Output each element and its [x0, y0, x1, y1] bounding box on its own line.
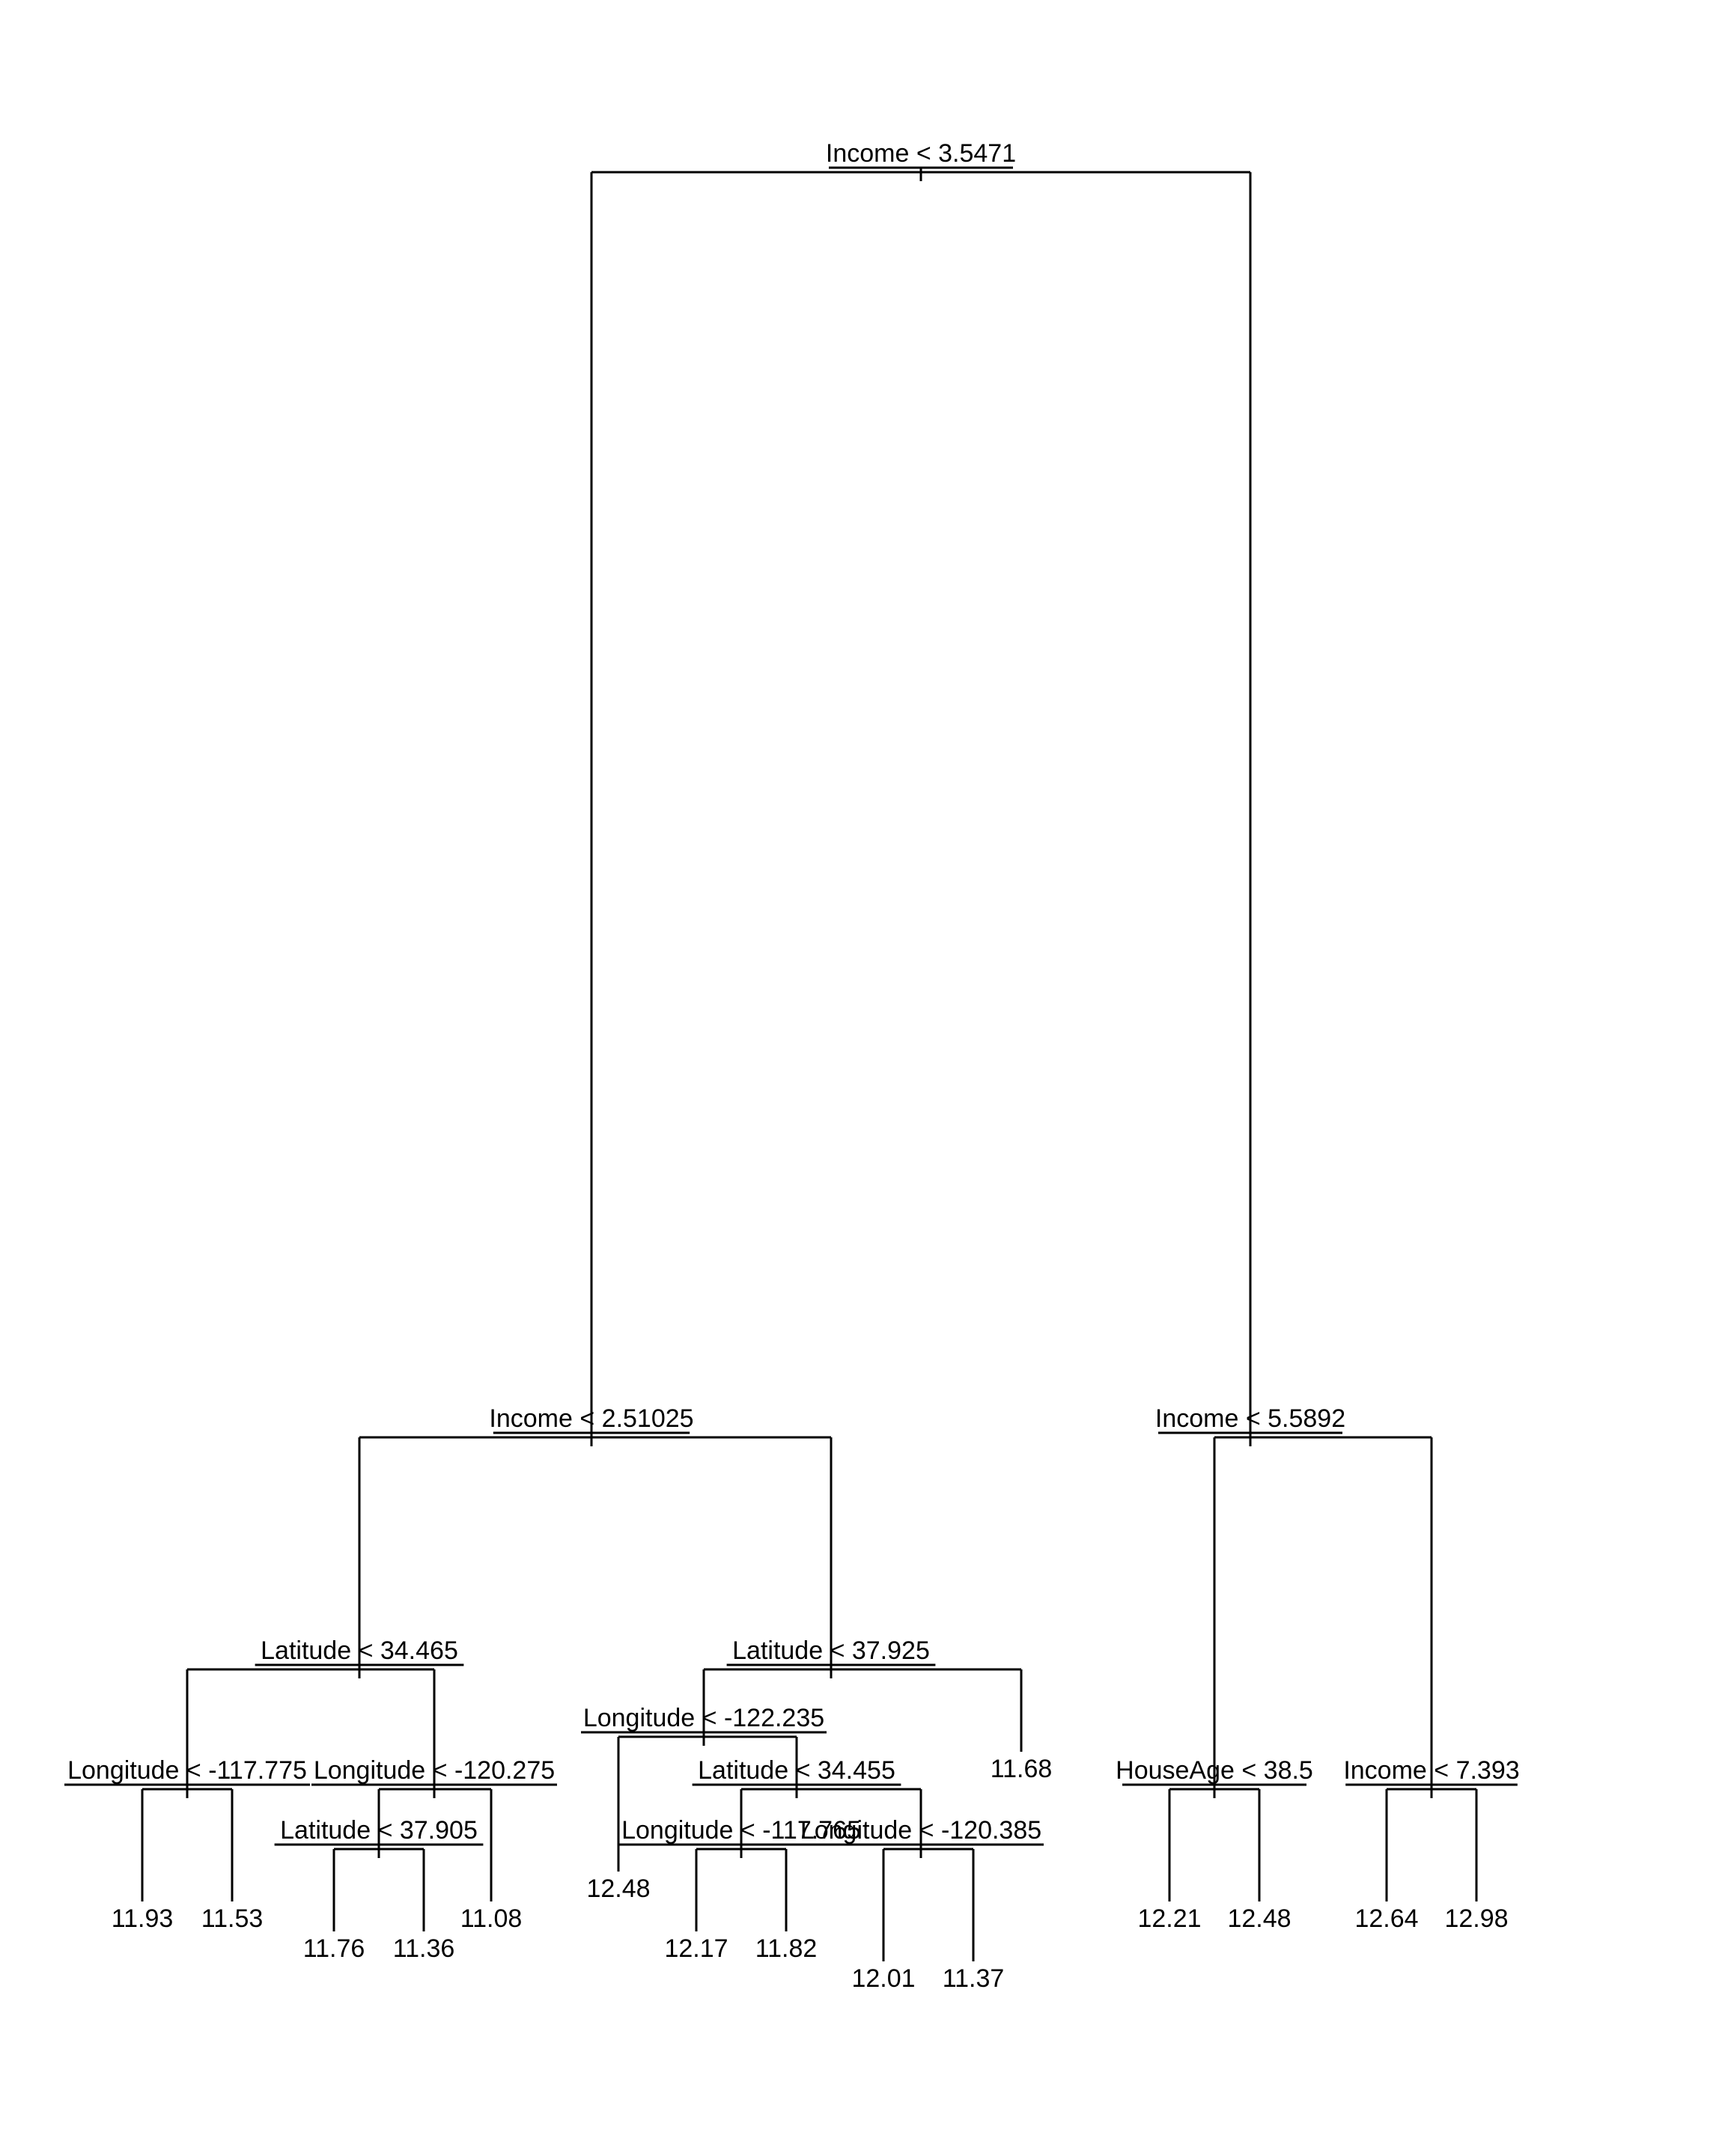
leaf-node-label: 12.01: [851, 1964, 915, 1993]
split-node-label: Longitude < -117.775: [67, 1756, 307, 1785]
regression-tree: Income < 3.5471 Income < 2.51025 Income < …: [0, 0, 1725, 2156]
split-node-label: Latitude < 34.465: [261, 1636, 458, 1665]
leaf-node-label: 11.37: [943, 1964, 1005, 1993]
split-node-label: Latitude < 37.925: [732, 1636, 930, 1665]
split-node-label: Income < 7.393: [1343, 1756, 1519, 1785]
leaf-node-label: 12.98: [1444, 1904, 1508, 1933]
leaf-node-label: 11.36: [393, 1934, 455, 1963]
split-node-label: HouseAge < 38.5: [1116, 1756, 1313, 1785]
split-node-label: Longitude < -120.385: [800, 1816, 1041, 1845]
split-node-label: Latitude < 34.455: [698, 1756, 895, 1785]
leaf-node-label: 11.53: [201, 1904, 264, 1933]
leaf-node-label: 11.82: [755, 1934, 818, 1963]
leaf-node-label: 11.76: [303, 1934, 365, 1963]
leaf-node-label: 11.08: [460, 1904, 523, 1933]
leaf-node-label: 12.17: [664, 1934, 728, 1963]
leaf-node-label: 12.48: [1227, 1904, 1291, 1933]
leaf-node-label: 11.93: [112, 1904, 174, 1933]
split-node-label: Latitude < 37.905: [280, 1816, 478, 1845]
leaf-node-label: 12.48: [586, 1875, 650, 1903]
split-node-label: Longitude < -122.235: [583, 1704, 824, 1732]
split-node-label: Income < 3.5471: [826, 139, 1016, 168]
split-node-label: Longitude < -120.275: [314, 1756, 555, 1785]
leaf-node-label: 12.21: [1137, 1904, 1201, 1933]
leaf-node-label: 12.64: [1354, 1904, 1418, 1933]
leaf-node-label: 11.68: [991, 1755, 1053, 1783]
split-node-label: Income < 2.51025: [489, 1404, 693, 1433]
split-node-label: Income < 5.5892: [1155, 1404, 1345, 1433]
